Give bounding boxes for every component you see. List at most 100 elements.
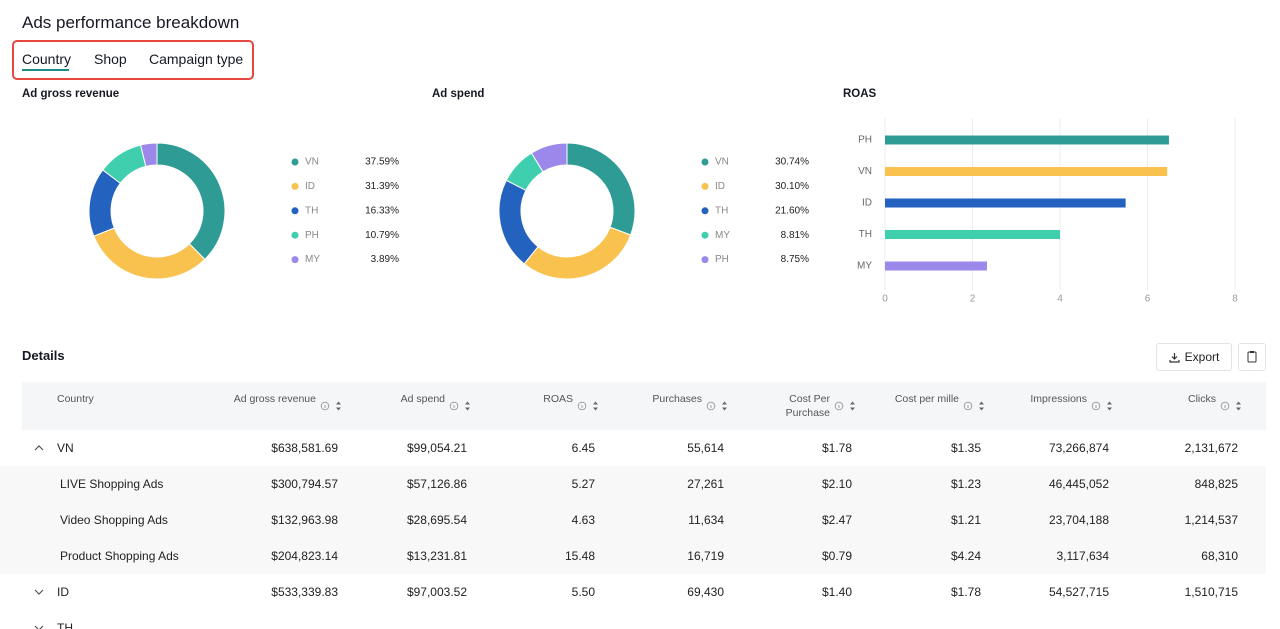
cell-value: $204,823.14 — [271, 549, 338, 563]
legend-label: PH — [305, 230, 319, 241]
cell-value: $638,581.69 — [271, 441, 338, 455]
bar — [885, 198, 1126, 208]
cell-value: $0.79 — [821, 549, 852, 563]
cell-value: 1,510,715 — [1184, 585, 1238, 599]
tab[interactable]: Country — [22, 51, 72, 67]
legend-label: ID — [715, 181, 725, 192]
tab[interactable]: Shop — [94, 51, 127, 67]
expand-toggle[interactable] — [34, 623, 44, 629]
download-icon — [1169, 352, 1180, 363]
legend-swatch — [291, 231, 299, 239]
column-header-cell: Impressions — [992, 382, 1115, 430]
column-header-cell: Clicks — [1120, 382, 1244, 430]
export-button[interactable]: Export — [1156, 343, 1232, 371]
cell-value: 11,634 — [688, 513, 724, 527]
chart-title: ROAS — [843, 88, 877, 100]
legend-value: 21.60% — [775, 205, 809, 216]
column-header-cell: Ad gross revenue — [220, 382, 344, 430]
bar — [885, 230, 1060, 239]
chart-title: Ad gross revenue — [22, 88, 119, 100]
bar — [885, 167, 1168, 176]
bar — [885, 261, 987, 271]
column-header: ROAS — [543, 393, 573, 405]
cell-value: $99,054.21 — [406, 441, 467, 455]
cell-value: $97,003.52 — [406, 585, 467, 599]
cell-value: $13,231.81 — [406, 549, 467, 563]
cell-value: $1.40 — [821, 585, 852, 599]
y-tick-label: TH — [859, 229, 872, 240]
legend-swatch — [701, 231, 709, 239]
expand-toggle[interactable] — [34, 443, 44, 453]
cell-value: $1.21 — [950, 513, 981, 527]
cell-value: 46,445,052 — [1048, 477, 1109, 491]
cell-value: 68,310 — [1201, 549, 1238, 563]
copy-button[interactable] — [1238, 343, 1266, 371]
legend-value: 16.33% — [365, 205, 399, 216]
cell-value: 6.45 — [571, 441, 595, 455]
cell-value: 848,825 — [1194, 477, 1238, 491]
column-header-cell: Cost Per Purchase — [735, 382, 858, 430]
cell-value: $2.10 — [821, 477, 852, 491]
tab[interactable]: Campaign type — [149, 51, 244, 67]
legend-value: 30.74% — [775, 157, 809, 168]
cell-value: 27,261 — [687, 477, 724, 491]
legend-value: 31.39% — [365, 181, 399, 192]
column-header-cell: Purchases — [606, 382, 730, 430]
cell-value: $57,126.86 — [406, 477, 467, 491]
cell-value: 69,430 — [687, 585, 724, 599]
table-header — [22, 382, 1266, 430]
column-header: Clicks — [1188, 393, 1216, 405]
cell-value: $1.78 — [950, 585, 981, 599]
x-tick-label: 2 — [970, 294, 976, 305]
table-row — [0, 610, 1266, 629]
column-header: Purchases — [652, 393, 702, 405]
x-tick-label: 4 — [1057, 294, 1063, 305]
legend-value: 8.75% — [781, 254, 809, 265]
column-header-cell: ROAS — [478, 382, 601, 430]
cell-value: 16,719 — [687, 549, 724, 563]
header-icons[interactable] — [706, 400, 730, 412]
cell-value: $1.35 — [950, 441, 981, 455]
legend-swatch — [701, 158, 709, 166]
x-tick-label: 6 — [1145, 294, 1151, 305]
header-icons[interactable] — [1091, 400, 1115, 412]
cell-value: 55,614 — [687, 441, 724, 455]
expand-toggle[interactable] — [34, 587, 44, 597]
cell-value: $533,339.83 — [271, 585, 338, 599]
legend-swatch — [701, 256, 709, 264]
header-icons[interactable] — [963, 400, 987, 412]
legend-value: 8.81% — [781, 230, 809, 241]
header-icons[interactable] — [1220, 400, 1244, 412]
table-row — [0, 538, 1266, 575]
donut-segment — [566, 142, 636, 236]
cell-value: 5.50 — [571, 585, 595, 599]
cell-value: $132,963.98 — [271, 513, 338, 527]
bar — [885, 135, 1169, 145]
legend-value: 3.89% — [371, 254, 399, 265]
highlight-box — [12, 40, 254, 80]
header-icons[interactable] — [320, 400, 344, 412]
cell-value: $2.47 — [821, 513, 852, 527]
donut-segment — [156, 142, 226, 261]
legend-label: PH — [715, 254, 729, 265]
cell-value: 15.48 — [564, 549, 595, 563]
cell-value: 23,704,188 — [1048, 513, 1109, 527]
tab-underline — [22, 69, 69, 71]
legend-label: MY — [715, 230, 730, 241]
column-header: Cost Per Purchase — [785, 393, 830, 419]
page-title: Ads performance breakdown — [22, 13, 240, 32]
header-icons[interactable] — [834, 400, 858, 412]
donut-segment — [498, 179, 539, 265]
legend-swatch — [291, 182, 299, 190]
row-label: Product Shopping Ads — [60, 549, 179, 563]
donut-segment — [93, 227, 206, 280]
legend-label: VN — [305, 157, 319, 168]
header-icons[interactable] — [449, 400, 473, 412]
legend-value: 37.59% — [365, 157, 399, 168]
y-tick-label: MY — [857, 261, 872, 272]
header-icons[interactable] — [577, 400, 601, 412]
clipboard-icon — [1247, 351, 1257, 363]
cell-value: $1.23 — [950, 477, 981, 491]
